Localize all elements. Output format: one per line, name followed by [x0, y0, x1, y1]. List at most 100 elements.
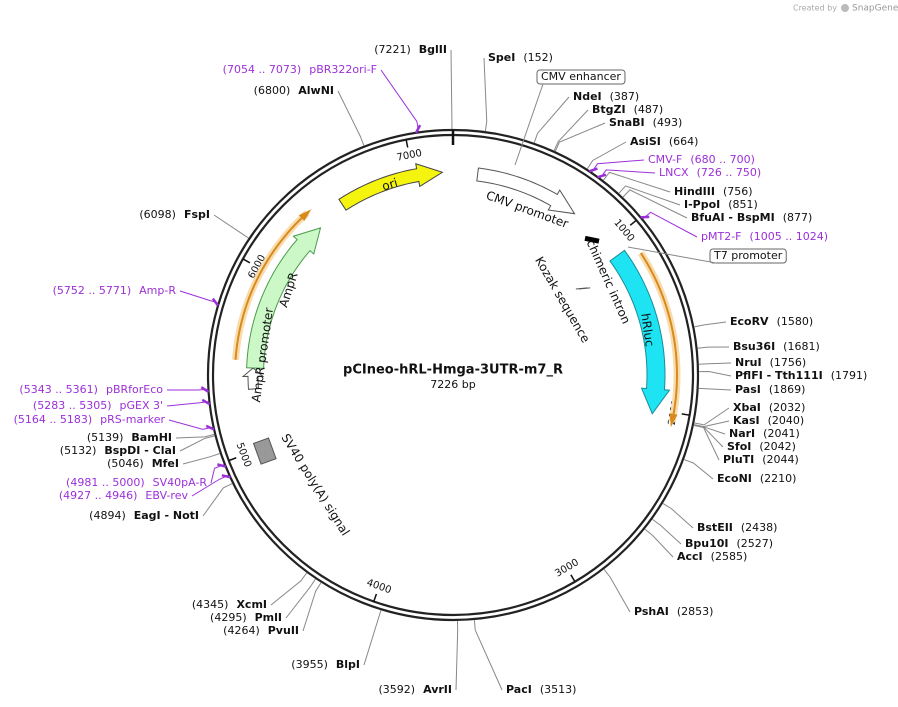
site-position: (5139) — [87, 431, 124, 444]
site-name: PmlI — [255, 611, 282, 624]
primer-mark — [588, 167, 598, 173]
site-label: BtgZI (487) — [592, 103, 663, 116]
site-label: Bpu10I (2527) — [685, 537, 773, 550]
site-position: (2853) — [677, 605, 714, 618]
site-label: Bsu36I (1681) — [733, 340, 820, 353]
site-position: (2042) — [759, 440, 796, 453]
ruler-tick — [570, 574, 576, 583]
site-name: EcoNI — [717, 472, 752, 485]
site-name: BlpI — [336, 658, 360, 671]
feature-label: hRluc — [638, 312, 657, 347]
leader-line — [693, 420, 730, 428]
leader-line — [698, 387, 732, 391]
leader-line — [179, 435, 215, 452]
leader-line — [694, 321, 727, 328]
site-name: KasI — [733, 414, 760, 427]
site-label: (4927 .. 4946) EBV-rev — [59, 489, 189, 502]
primer-range: (4981 .. 5000) — [66, 476, 145, 489]
kozak-mark — [578, 287, 591, 290]
leader-line — [554, 122, 606, 152]
primer-mark — [211, 297, 220, 307]
primer-name: pGEX 3' — [119, 399, 163, 412]
site-label: PasI (1869) — [735, 383, 805, 396]
orf-line — [640, 252, 679, 422]
primer-mark — [221, 474, 231, 479]
site-position: (1869) — [769, 383, 806, 396]
site-position: (1580) — [777, 315, 814, 328]
primer-name: CMV-F — [648, 153, 682, 166]
primer-range: (5752 .. 5771) — [53, 284, 132, 297]
orf-line — [234, 212, 308, 360]
site-name: I-PpoI — [684, 198, 720, 211]
site-position: (4264) — [223, 624, 260, 637]
site-label: PluTI (2044) — [723, 453, 799, 466]
boxed-label: T7 promoter — [713, 249, 783, 262]
site-name: XbaI — [733, 401, 761, 414]
site-label: (4345) XcmI — [192, 598, 267, 611]
ruler-tick — [242, 258, 251, 264]
site-position: (1791) — [831, 369, 868, 382]
site-label: EcoRV (1580) — [730, 315, 813, 328]
site-position: (877) — [783, 211, 813, 224]
sv40-polya-box — [252, 437, 277, 465]
site-position: (1756) — [770, 356, 807, 369]
site-position: (152) — [523, 51, 553, 64]
plasmid-name: pCIneo-hRL-Hmga-3UTR-m7_R — [343, 363, 563, 378]
site-position: (6098) — [139, 208, 176, 221]
site-name: AsiSI — [630, 135, 661, 148]
leader-line — [553, 109, 589, 151]
site-label: AsiSI (664) — [630, 135, 698, 148]
logo-icon — [841, 4, 849, 12]
primer-range: (726 .. 750) — [697, 166, 762, 179]
site-label: pMT2-F (1005 .. 1024) — [701, 230, 828, 243]
primer-name: pBR322ori-F — [309, 63, 377, 76]
site-position: (493) — [653, 116, 683, 129]
orf-head — [298, 209, 312, 222]
site-label: BfuAI - BspMI (877) — [691, 211, 812, 224]
site-name: AvrII — [423, 683, 452, 696]
site-name: NruI — [735, 356, 762, 369]
site-name: PflFI - Tth111I — [735, 369, 823, 382]
site-position: (5046) — [107, 457, 144, 470]
leader-line — [483, 57, 488, 132]
leader-line — [168, 419, 213, 430]
leader-line — [618, 185, 681, 206]
site-label: BstEII (2438) — [697, 521, 777, 534]
site-name: BglII — [419, 43, 447, 56]
site-label: PshAI (2853) — [634, 605, 713, 618]
leader-line — [697, 346, 730, 349]
leader-line — [586, 141, 627, 170]
site-position: (6800) — [254, 84, 291, 97]
leader-line — [179, 290, 218, 304]
site-label: (5343 .. 5361) pBRforEco — [19, 383, 163, 396]
primer-name: EBV-rev — [145, 489, 188, 502]
site-label: (4981 .. 5000) SV40pA-R — [66, 476, 207, 489]
site-label: (3955) BlpI — [291, 658, 360, 671]
label-box — [536, 69, 626, 85]
site-name: PshAI — [634, 605, 669, 618]
leader-line — [285, 578, 316, 619]
hrluc-arrow — [609, 249, 671, 415]
site-name: Bsu36I — [733, 340, 775, 353]
site-label: (7221) BglII — [374, 43, 447, 56]
leader-line — [450, 49, 453, 130]
site-position: (5132) — [60, 444, 97, 457]
site-name: NarI — [729, 427, 755, 440]
leader-line — [514, 83, 544, 166]
ruler-tick — [681, 413, 690, 416]
leader-line — [698, 362, 732, 365]
site-position: (2044) — [762, 453, 799, 466]
feature-label: ori — [380, 176, 399, 194]
primer-range: (5283 .. 5305) — [33, 399, 112, 412]
leader-line — [182, 453, 221, 465]
site-name: EcoRV — [730, 315, 769, 328]
leader-line — [380, 69, 419, 132]
leader-line — [651, 518, 682, 545]
feature-label: SV40 poly(A) signal — [278, 431, 352, 538]
primer-range: (5343 .. 5361) — [19, 383, 98, 396]
chimeric-intron-mark — [584, 235, 600, 244]
leader-line — [455, 620, 459, 691]
leader-line — [270, 572, 308, 606]
primer-mark — [200, 386, 210, 393]
